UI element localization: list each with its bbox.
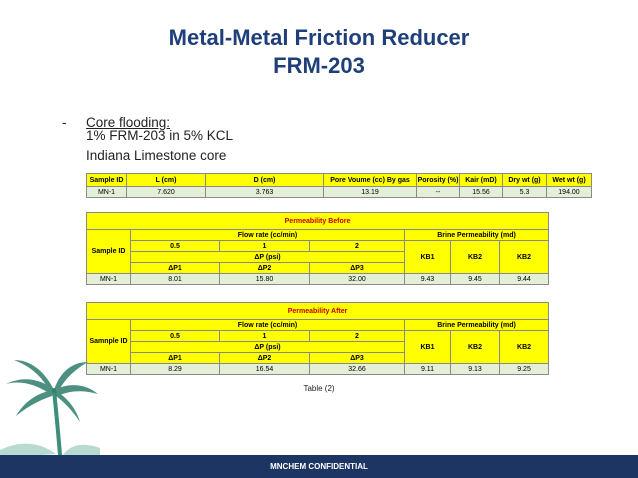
kb1-label: KB1 [404,240,451,274]
brine-permeability-label: Brine Permeability (md) [403,319,550,331]
solution-line: 1% FRM-203 in 5% KCL [86,128,234,143]
footer-bar [0,455,638,478]
after-sample-id: MN-1 [86,363,131,375]
header-wet-wt: Wet wt (g) [546,173,592,187]
cell-dry-wt: 5.3 [502,186,547,198]
brine-permeability-label: Brine Permeability (md) [403,229,550,241]
rate-1: 1 [219,240,310,252]
table-caption: Table (2) [303,384,335,393]
rate-2: 2 [309,240,405,252]
rate-0-5: 0.5 [130,240,220,252]
sample-id-label: Sample ID [86,229,131,274]
header-sample-id: Sample ID [86,173,127,187]
cell-diameter: 3.763 [205,186,324,198]
dp3-label: ΔP3 [309,352,405,364]
dp-psi-label: ΔP (psi) [130,341,405,353]
core-line: Indiana Limestone core [86,148,227,163]
dp3-label: ΔP3 [309,262,405,274]
cell-porosity: -- [416,186,460,198]
permeability-before-table: Permeability Before Sample ID Flow rate … [85,212,550,285]
after-dp1: 8.29 [130,363,220,375]
permeability-after-heading: Permeability After [85,302,550,320]
flow-rate-label: Flow rate (cc/min) [130,229,405,241]
after-dp2: 16.54 [219,363,310,375]
rate-2: 2 [309,330,405,342]
flow-rate-label: Flow rate (cc/min) [130,319,405,331]
slide-title-line1: Metal-Metal Friction Reducer [168,25,470,50]
kb1-label: KB1 [404,330,451,364]
kb3-label: KB2 [498,240,550,274]
slide-title-line2: FRM-203 [273,53,365,78]
bullet-text: Core flooding: [86,115,171,130]
kb2-label: KB2 [450,330,500,364]
sample-id-label: Samnple ID [86,319,131,364]
header-kair: Kair (mD) [459,173,503,187]
before-kb2: 9.45 [450,273,500,285]
after-dp3: 32.66 [309,363,405,375]
header-diameter: D (cm) [205,173,324,187]
permeability-after-table: Permeability After Samnple ID Flow rate … [85,302,550,375]
cell-sample-id: MN-1 [86,186,127,198]
header-dry-wt: Dry wt (g) [502,173,547,187]
after-kb2: 9.13 [450,363,500,375]
header-porosity: Porosity (%) [416,173,460,187]
before-dp1: 8.01 [130,273,220,285]
before-sample-id: MN-1 [86,273,131,285]
cell-length: 7.620 [126,186,206,198]
rate-0-5: 0.5 [130,330,220,342]
after-kb1: 9.11 [404,363,451,375]
permeability-before-heading: Permeability Before [85,212,550,230]
dp2-label: ΔP2 [219,352,310,364]
before-dp2: 15.80 [219,273,310,285]
header-pore-volume: Pore Voume (cc) By gas [323,173,417,187]
cell-wet-wt: 194.00 [546,186,592,198]
bullet-dash: - [62,115,67,130]
dp1-label: ΔP1 [130,262,220,274]
kb3-label: KB2 [498,330,550,364]
core-properties-table: Sample ID L (cm) D (cm) Pore Voume (cc) … [86,173,592,198]
cell-kair: 15.56 [459,186,503,198]
kb2-label: KB2 [450,240,500,274]
header-length: L (cm) [126,173,206,187]
dp1-label: ΔP1 [130,352,220,364]
palm-tree-icon [0,360,100,458]
before-kb3: 9.44 [498,273,550,285]
dp2-label: ΔP2 [219,262,310,274]
after-kb3: 9.25 [498,363,550,375]
cell-pore-volume: 13.19 [323,186,417,198]
footer-confidential: MNCHEM CONFIDENTIAL [270,462,368,471]
dp-psi-label: ΔP (psi) [130,251,405,263]
rate-1: 1 [219,330,310,342]
before-dp3: 32.00 [309,273,405,285]
before-kb1: 9.43 [404,273,451,285]
